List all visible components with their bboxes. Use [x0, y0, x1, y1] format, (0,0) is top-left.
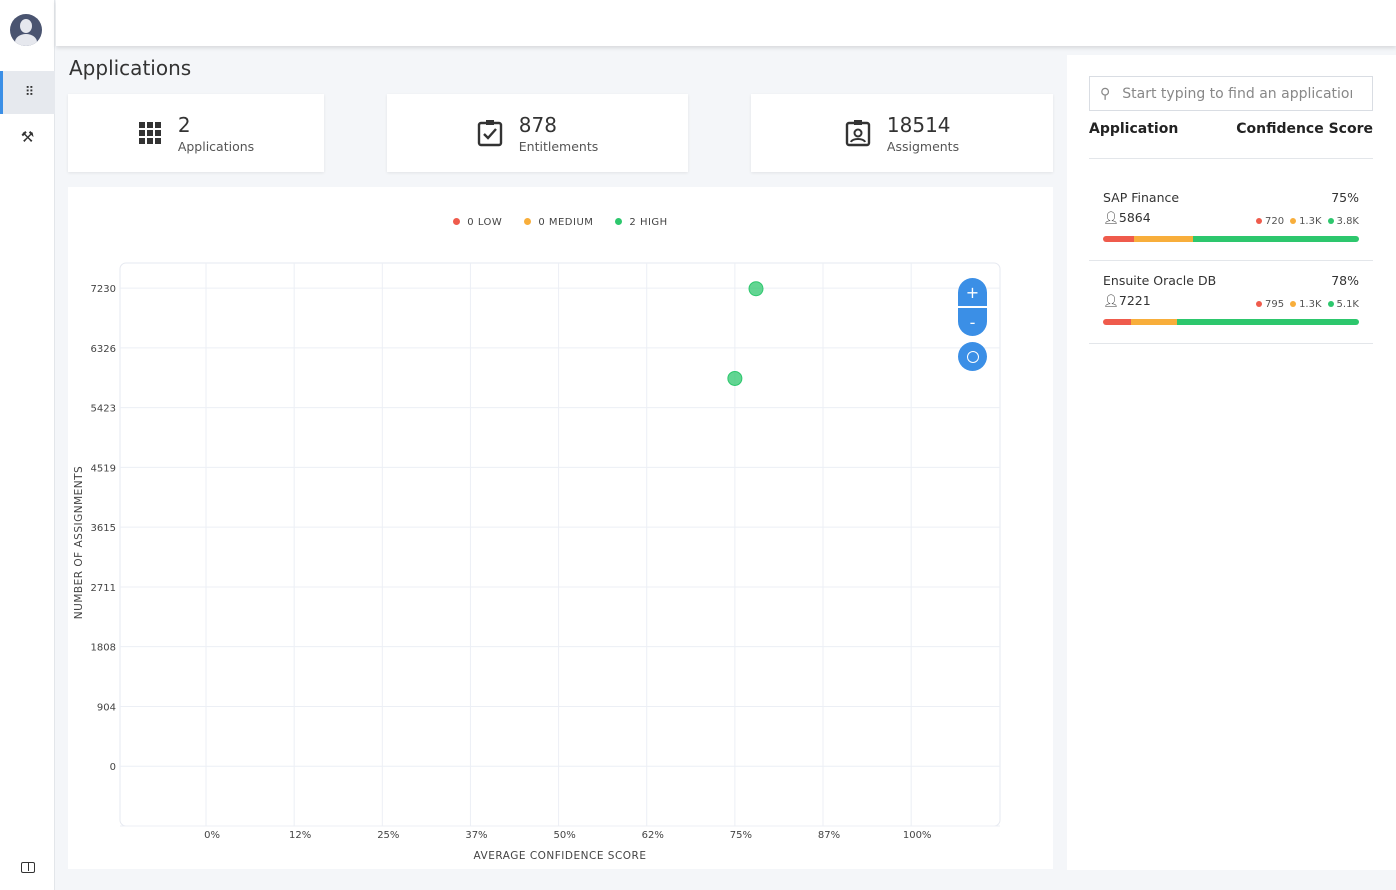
gavel-icon: ⚒	[20, 127, 35, 146]
x-tick-label: 100%	[903, 830, 932, 841]
x-tick-label: 62%	[642, 830, 664, 841]
x-axis-label: AVERAGE CONFIDENCE SCORE	[474, 850, 647, 862]
user-avatar[interactable]	[10, 14, 42, 46]
column-header-confidence-score[interactable]: Confidence Score	[1236, 121, 1373, 137]
page-title: Applications	[69, 56, 192, 80]
stat-label: Applications	[177, 138, 255, 154]
app-users: 👤︎5864	[1103, 210, 1151, 225]
stat-card-entitlements: 878 Entitlements	[387, 94, 688, 172]
app-score: 75%	[1331, 190, 1359, 205]
data-point[interactable]	[748, 281, 764, 297]
top-bar	[56, 0, 1396, 46]
stat-card-applications: 2 Applications	[68, 94, 324, 172]
app-list-item[interactable]: Ensuite Oracle DB 78% 👤︎7221 795 1.3K 5.1K	[1089, 261, 1373, 344]
user-icon: 👤︎	[1103, 293, 1119, 308]
stat-value: 18514	[886, 112, 951, 137]
sidebar: ⠿ ⚒	[0, 0, 55, 890]
risk-bar	[1103, 236, 1359, 242]
app-list-item[interactable]: SAP Finance 75% 👤︎5864 720 1.3K 3.8K	[1089, 178, 1373, 261]
y-tick-label: 0	[110, 762, 116, 773]
legend-item-low[interactable]: 0 LOW	[453, 217, 502, 228]
zoom-in-button[interactable]: +	[958, 278, 987, 307]
reset-zoom-button[interactable]	[958, 342, 987, 371]
y-tick-label: 904	[97, 702, 116, 713]
x-tick-label: 0%	[204, 830, 220, 841]
x-tick-label: 50%	[553, 830, 575, 841]
sidebar-item-gavel[interactable]: ⚒	[0, 115, 55, 158]
app-score: 78%	[1331, 273, 1359, 288]
y-tick-label: 5423	[91, 404, 116, 415]
grid-icon	[138, 122, 161, 144]
applications-panel: ⚲ Application Confidence Score SAP Finan…	[1067, 55, 1396, 870]
y-tick-label: 4519	[91, 463, 116, 474]
search-box[interactable]: ⚲	[1089, 76, 1373, 111]
grid-icon: ⠿	[24, 85, 34, 100]
search-input[interactable]	[1122, 85, 1353, 102]
sidebar-item-applications[interactable]: ⠿	[0, 71, 55, 114]
x-tick-label: 25%	[377, 830, 399, 841]
risk-bar	[1103, 319, 1359, 325]
stat-value: 878	[518, 112, 557, 137]
y-tick-label: 3615	[91, 523, 116, 534]
stat-value: 2	[177, 112, 191, 137]
app-users: 👤︎7221	[1103, 293, 1151, 308]
x-tick-label: 75%	[730, 830, 752, 841]
risk-counts: 720 1.3K 3.8K	[1255, 216, 1359, 227]
legend-item-high[interactable]: 2 HIGH	[615, 217, 667, 228]
chart-plot: 0 904 1808 2711 3615 4519 5423 6326 7230 0% 12% 25%…	[73, 262, 1001, 862]
checkbox-clipboard-icon	[477, 120, 502, 147]
legend-item-medium[interactable]: 0 MEDIUM	[524, 217, 593, 228]
circle-icon	[966, 350, 979, 363]
search-icon: ⚲	[1100, 85, 1111, 102]
y-tick-label: 1808	[91, 643, 116, 654]
y-tick-label: 6326	[91, 344, 116, 355]
divider	[1089, 158, 1373, 159]
scatter-chart: 0 LOW 0 MEDIUM 2 HIGH 0 904 1808 2711 3615 45…	[68, 187, 1053, 869]
x-tick-label: 87%	[818, 830, 840, 841]
x-tick-label: 37%	[465, 830, 487, 841]
stat-label: Entitlements	[518, 138, 599, 154]
y-axis-label: NUMBER OF ASSIGNMENTS	[73, 466, 85, 619]
stat-card-assignments: 18514 Assigments	[751, 94, 1053, 172]
panel-toggle-icon	[20, 862, 35, 873]
stat-label: Assigments	[886, 138, 960, 154]
app-name: Ensuite Oracle DB	[1103, 273, 1217, 288]
user-icon: 👤︎	[1103, 210, 1119, 225]
data-point[interactable]	[727, 370, 743, 386]
panel-toggle-button[interactable]	[0, 846, 55, 889]
x-tick-label: 12%	[289, 830, 311, 841]
y-tick-label: 7230	[91, 284, 116, 295]
column-header-application[interactable]: Application	[1089, 121, 1179, 137]
zoom-out-button[interactable]: -	[958, 308, 987, 336]
chart-legend: 0 LOW 0 MEDIUM 2 HIGH	[68, 217, 1053, 228]
badge-icon	[845, 120, 871, 147]
risk-counts: 795 1.3K 5.1K	[1255, 299, 1359, 310]
app-name: SAP Finance	[1103, 190, 1180, 205]
y-tick-label: 2711	[91, 583, 116, 594]
